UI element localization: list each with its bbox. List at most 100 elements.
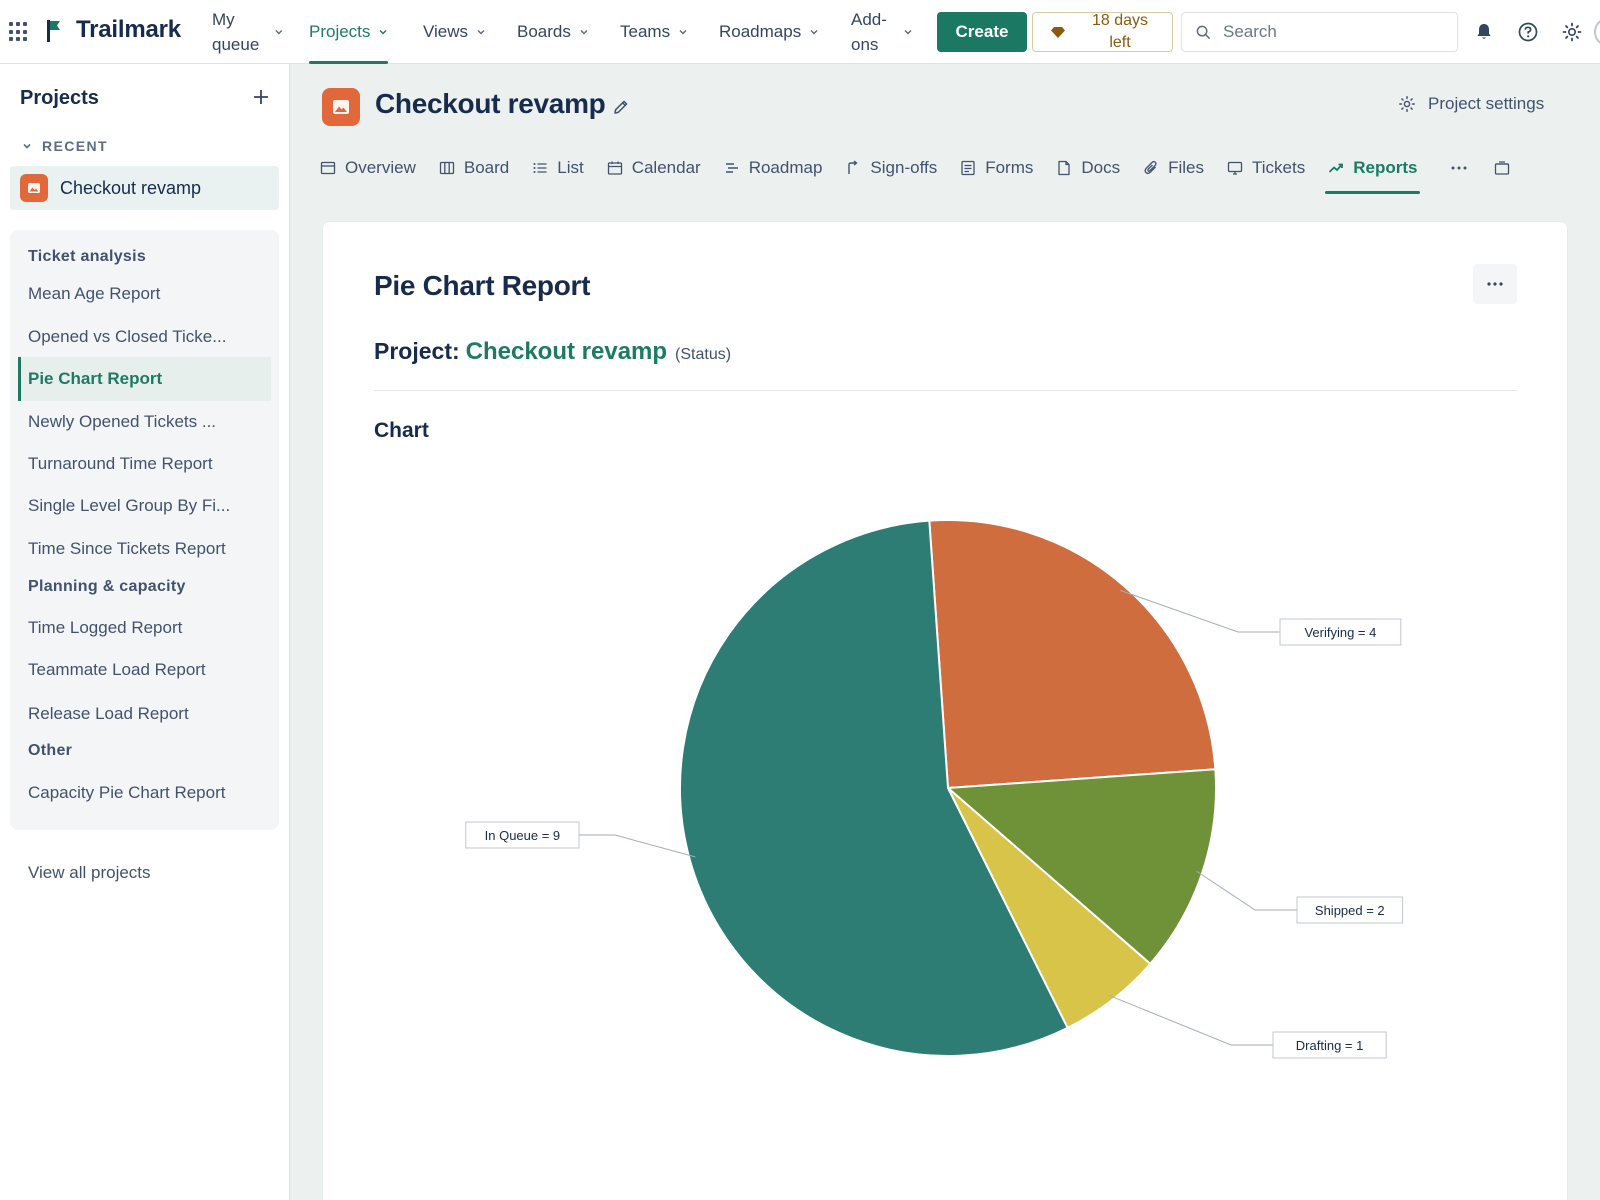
trial-days-left-label: 18 days left (1091, 12, 1149, 51)
search-icon (1196, 25, 1211, 39)
data-label-box-drafting (1272, 1031, 1387, 1059)
tab-forms[interactable]: Forms (960, 142, 1033, 194)
report-link-time-since-tickets[interactable]: Time Since Tickets Report (28, 539, 226, 558)
tab-board[interactable]: Board (439, 142, 509, 194)
chevron-down-icon (904, 29, 912, 35)
pie-slice-shipped[interactable] (945, 768, 1217, 966)
report-link-mean-age[interactable]: Mean Age Report (28, 284, 161, 303)
reports-icon (1329, 163, 1344, 173)
nav-roadmaps[interactable]: Roadmaps (719, 0, 819, 64)
project-title: Checkout revamp (375, 88, 606, 119)
project-settings-label: Project settings (1428, 94, 1545, 113)
tab-calendar-label: Calendar (631, 158, 701, 177)
tab-files-label: Files (1168, 158, 1205, 177)
recent-section-label: RECENT (42, 138, 108, 154)
report-link-capacity-pie-chart[interactable]: Capacity Pie Chart Report (28, 783, 226, 802)
tab-calendar[interactable]: Calendar (607, 142, 701, 194)
tab-sign-offs[interactable]: Sign-offs (845, 142, 937, 194)
add-project-icon[interactable] (250, 86, 272, 108)
sidebar-recent-project[interactable]: Checkout revamp (10, 166, 279, 210)
leader-line-verifying (1119, 589, 1280, 633)
main-content: Checkout revamp Project settings Overvie… (290, 64, 1600, 1200)
data-label-verifying: Verifying = 4 (1304, 625, 1376, 640)
data-label-box-shipped (1296, 896, 1404, 924)
search-input[interactable] (1223, 22, 1443, 42)
app-name[interactable]: Trailmark (76, 16, 181, 43)
search-box[interactable] (1181, 12, 1458, 52)
nav-my-queue[interactable]: My queue (212, 0, 284, 64)
top-navigation: Trailmark My queue Projects Views Boards… (0, 0, 1600, 64)
sidebar-recent-project-label: Checkout revamp (60, 177, 202, 198)
overview-icon (320, 161, 336, 175)
tab-tickets-label: Tickets (1252, 158, 1306, 177)
user-avatar[interactable] (1594, 18, 1600, 46)
sidebar-title: Projects (20, 87, 99, 109)
roadmap-icon (725, 163, 738, 173)
recent-section-toggle[interactable]: RECENT (22, 138, 108, 154)
tab-sign-offs-label: Sign-offs (870, 158, 938, 177)
tab-tickets[interactable]: Tickets (1227, 142, 1305, 194)
nav-my-queue-label: My queue (212, 10, 260, 54)
project-settings-button[interactable]: Project settings (1398, 94, 1544, 114)
settings-gear-icon (1399, 96, 1415, 112)
report-link-teammate-load[interactable]: Teammate Load Report (28, 660, 206, 679)
tab-forms-label: Forms (985, 158, 1034, 177)
nav-add-ons[interactable]: Add-ons (851, 0, 913, 64)
board-icon (439, 161, 455, 175)
apps-grid-icon[interactable] (9, 22, 29, 42)
nav-projects[interactable]: Projects (309, 0, 389, 64)
create-button[interactable]: Create (937, 12, 1027, 52)
report-title: Pie Chart Report (374, 270, 591, 301)
project-image-icon (20, 174, 48, 202)
chevron-down-icon (23, 143, 31, 149)
nav-projects-label: Projects (309, 22, 371, 41)
status-pie-chart: Verifying = 4 Shipped = 2 Drafting = 1 In Q… (465, 519, 1404, 1059)
calendar-icon (607, 161, 622, 175)
leader-line-drafting (1108, 994, 1273, 1046)
tab-list[interactable]: List (532, 142, 584, 194)
bell-icon[interactable] (1473, 21, 1495, 43)
report-options-button[interactable] (1473, 264, 1517, 304)
chevron-down-icon (379, 29, 387, 35)
nav-teams[interactable]: Teams (620, 0, 688, 64)
nav-boards[interactable]: Boards (517, 0, 589, 64)
leader-line-in-queue (579, 834, 696, 858)
tab-overview[interactable]: Overview (320, 142, 416, 194)
report-link-newly-opened[interactable]: Newly Opened Tickets ... (28, 412, 217, 431)
tab-roadmap-label: Roadmap (748, 158, 823, 177)
archive-icon[interactable] (1494, 160, 1510, 176)
report-link-time-logged[interactable]: Time Logged Report (28, 618, 183, 637)
nav-roadmaps-label: Roadmaps (719, 22, 802, 41)
chevron-down-icon (679, 29, 687, 35)
data-label-box-verifying (1279, 618, 1402, 646)
list-icon (533, 163, 547, 173)
report-project-link[interactable]: Checkout revamp (465, 338, 668, 365)
report-field-label: (Status) (675, 346, 732, 363)
report-link-turnaround-time[interactable]: Turnaround Time Report (28, 454, 213, 473)
tab-overview-label: Overview (345, 158, 416, 177)
pie-slice-verifying[interactable] (928, 519, 1217, 790)
view-all-projects-link[interactable]: View all projects (28, 863, 151, 882)
report-link-pie-chart[interactable]: Pie Chart Report (18, 357, 271, 401)
report-link-single-level-group-by[interactable]: Single Level Group By Fi... (28, 496, 231, 515)
tab-docs[interactable]: Docs (1056, 142, 1120, 194)
edit-pencil-icon[interactable] (612, 98, 630, 116)
tab-files[interactable]: Files (1143, 142, 1204, 194)
settings-gear-icon[interactable] (1561, 21, 1583, 43)
more-tabs-icon[interactable] (1450, 159, 1468, 177)
sign-offs-icon (848, 160, 859, 174)
report-project-label: Project: (374, 338, 460, 364)
tab-roadmap[interactable]: Roadmap (724, 142, 823, 194)
nav-views[interactable]: Views (423, 0, 486, 64)
report-project-line: Project: Checkout revamp (Status) (374, 338, 731, 366)
trailmark-logo-icon (47, 20, 60, 42)
report-link-release-load[interactable]: Release Load Report (28, 704, 189, 723)
trial-days-left-button[interactable]: 18 days left (1032, 12, 1173, 52)
pie-slice-in-queue[interactable] (679, 519, 1069, 1057)
chevron-down-icon (810, 29, 818, 35)
tab-reports[interactable]: Reports (1325, 142, 1421, 194)
help-icon[interactable] (1517, 21, 1539, 43)
docs-icon (1058, 160, 1071, 176)
report-link-opened-vs-closed[interactable]: Opened vs Closed Ticke... (28, 327, 227, 346)
tab-board-label: Board (463, 158, 510, 177)
